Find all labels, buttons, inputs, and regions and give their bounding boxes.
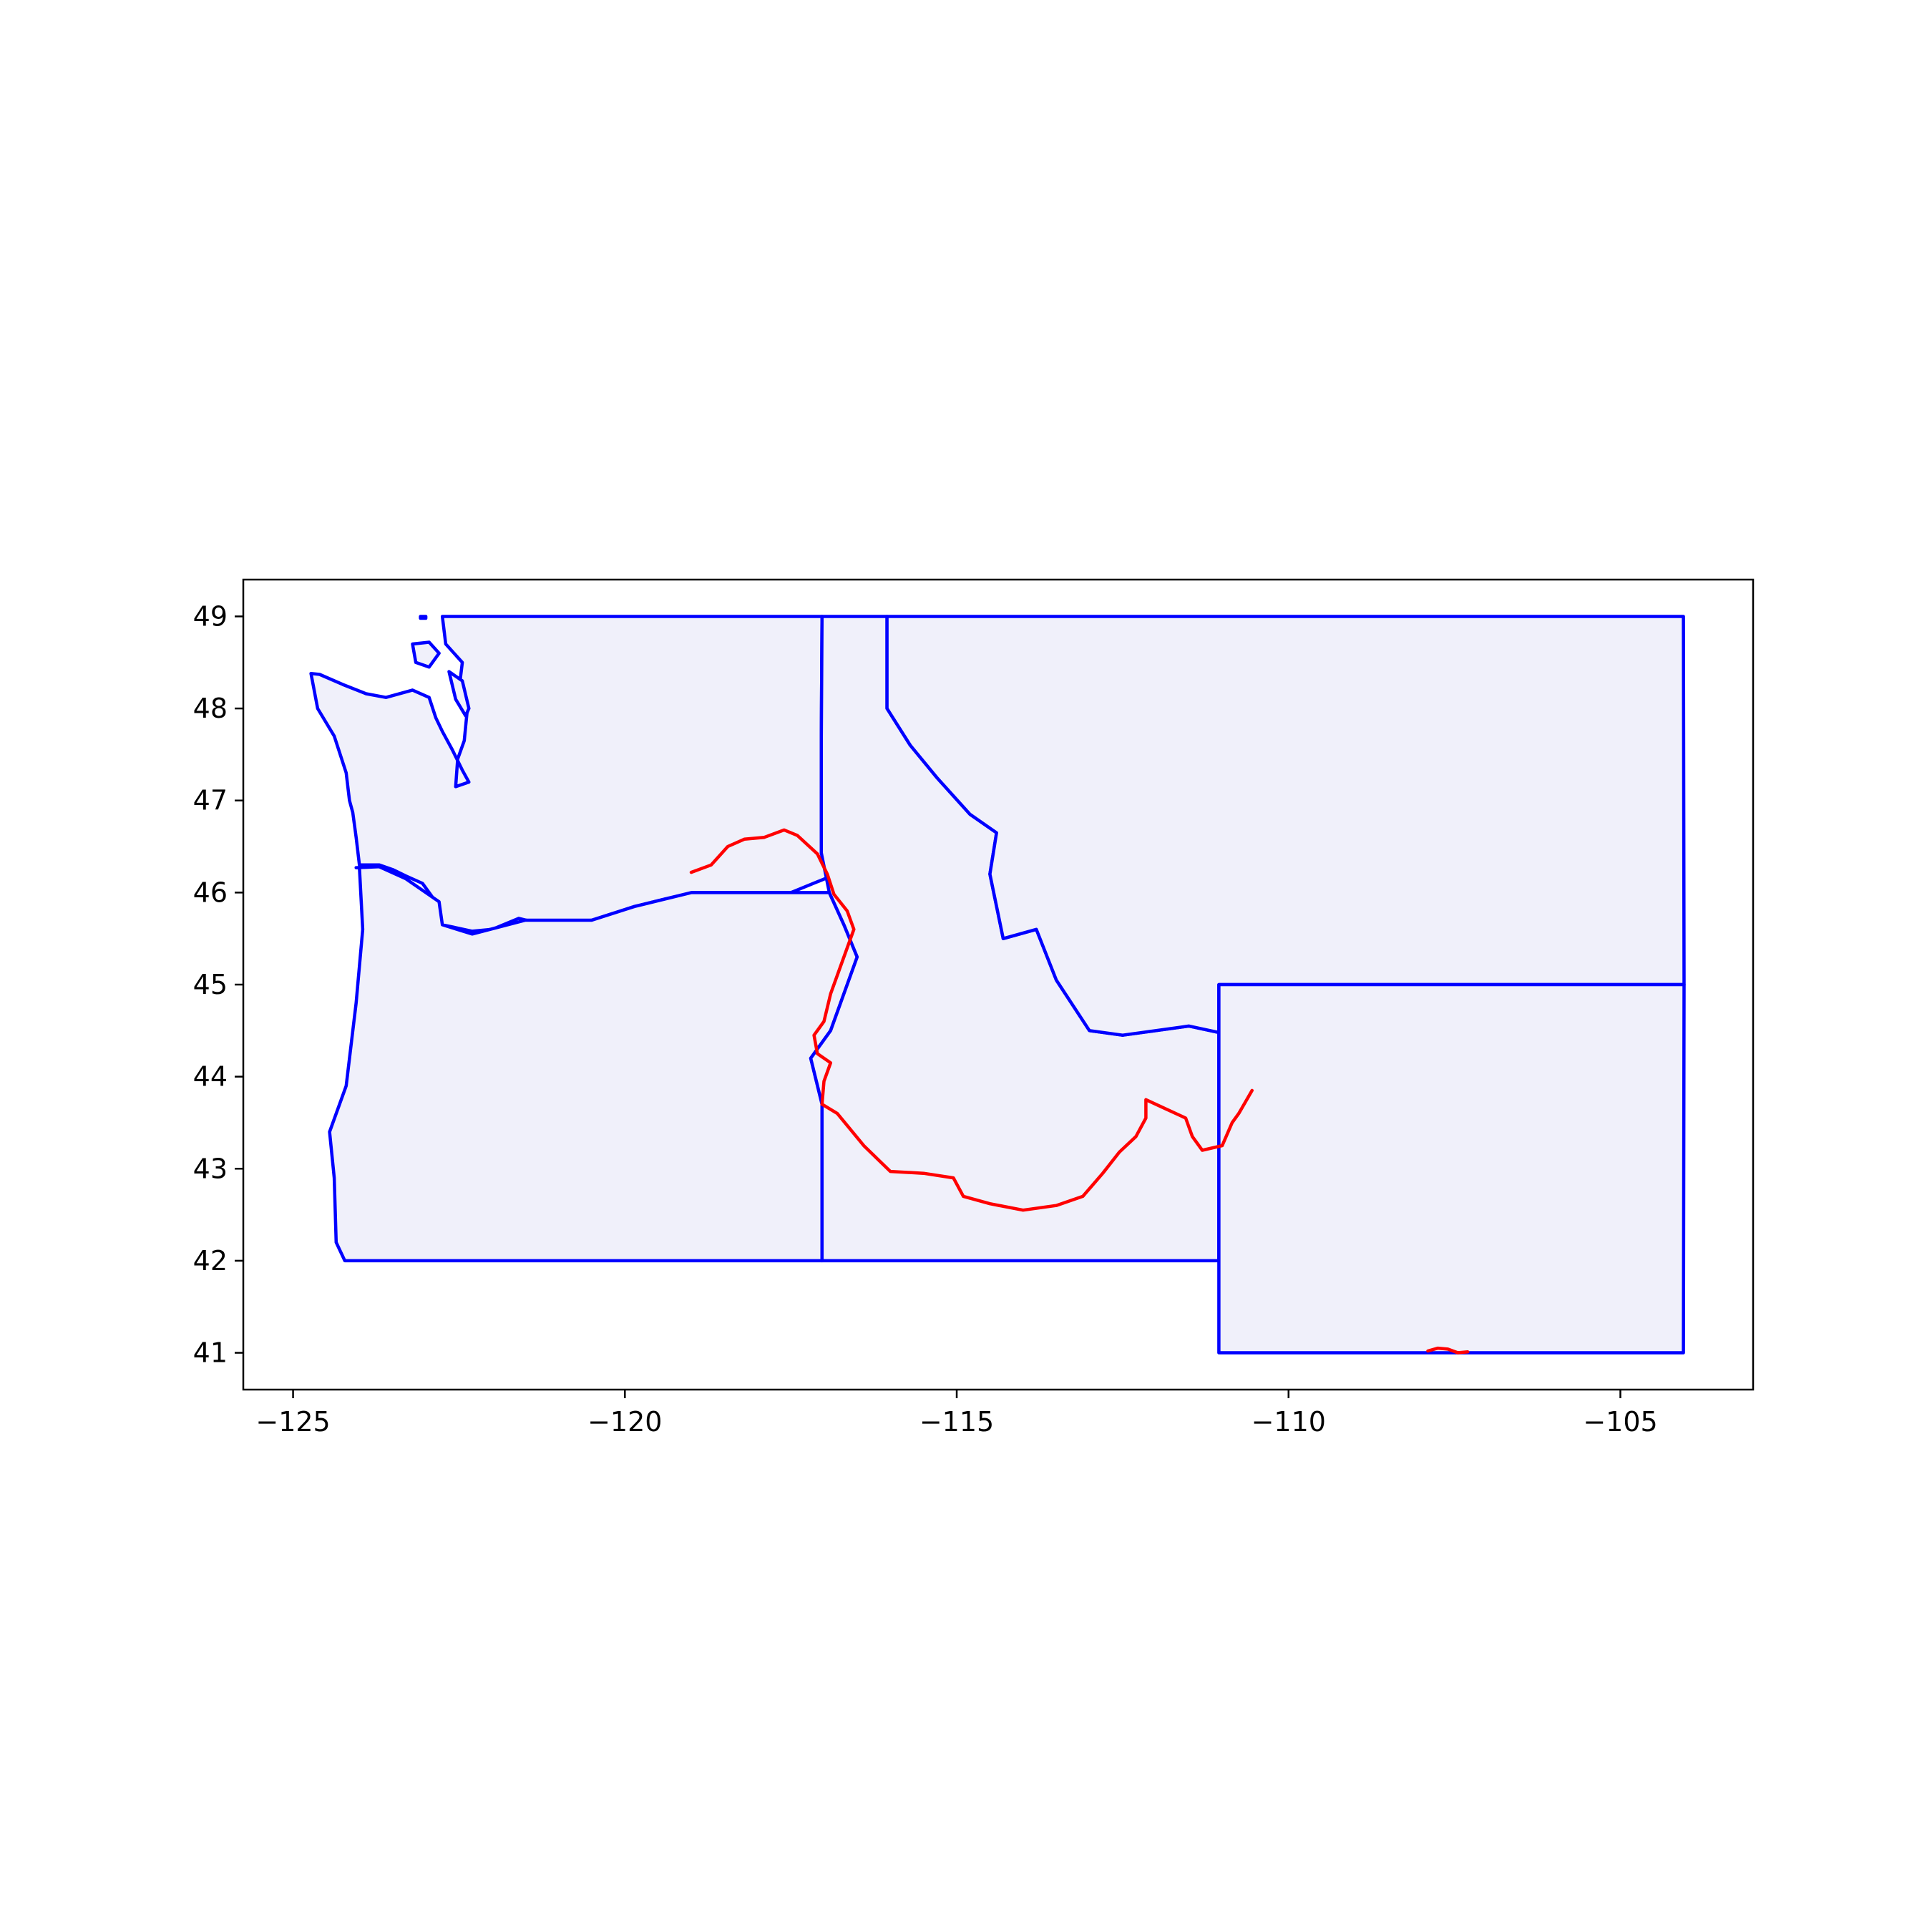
x-tick-label: −120 [587, 1406, 662, 1438]
y-tick-label: 47 [193, 785, 228, 816]
y-tick-label: 45 [193, 969, 228, 1000]
river-layer [689, 828, 1470, 1355]
x-tick-label: −110 [1252, 1406, 1326, 1438]
y-tick-label: 49 [193, 600, 228, 632]
region-oregon [328, 865, 859, 1263]
x-axis: −125 −120 −115 −110 −105 [255, 1390, 1658, 1438]
x-tick-label: −105 [1583, 1406, 1657, 1438]
region-layer [309, 615, 1686, 1355]
y-tick-label: 48 [193, 693, 228, 724]
river-snake-river [689, 828, 1254, 1212]
island-san-juan-islands [411, 640, 441, 669]
x-tick-label: −115 [919, 1406, 994, 1438]
x-tick-label: −125 [255, 1406, 330, 1438]
region-wyoming [1217, 982, 1686, 1355]
y-tick-label: 41 [193, 1337, 228, 1369]
island-point-roberts [419, 615, 428, 620]
y-axis: 41 42 43 44 45 46 47 48 49 [193, 600, 243, 1369]
river-wyoming-south-river [1426, 1346, 1470, 1355]
y-tick-label: 44 [193, 1061, 228, 1093]
island-whidbey-island [447, 670, 471, 718]
island-layer [411, 615, 471, 718]
y-tick-label: 46 [193, 877, 228, 908]
y-tick-label: 42 [193, 1245, 228, 1277]
y-tick-label: 43 [193, 1153, 228, 1184]
